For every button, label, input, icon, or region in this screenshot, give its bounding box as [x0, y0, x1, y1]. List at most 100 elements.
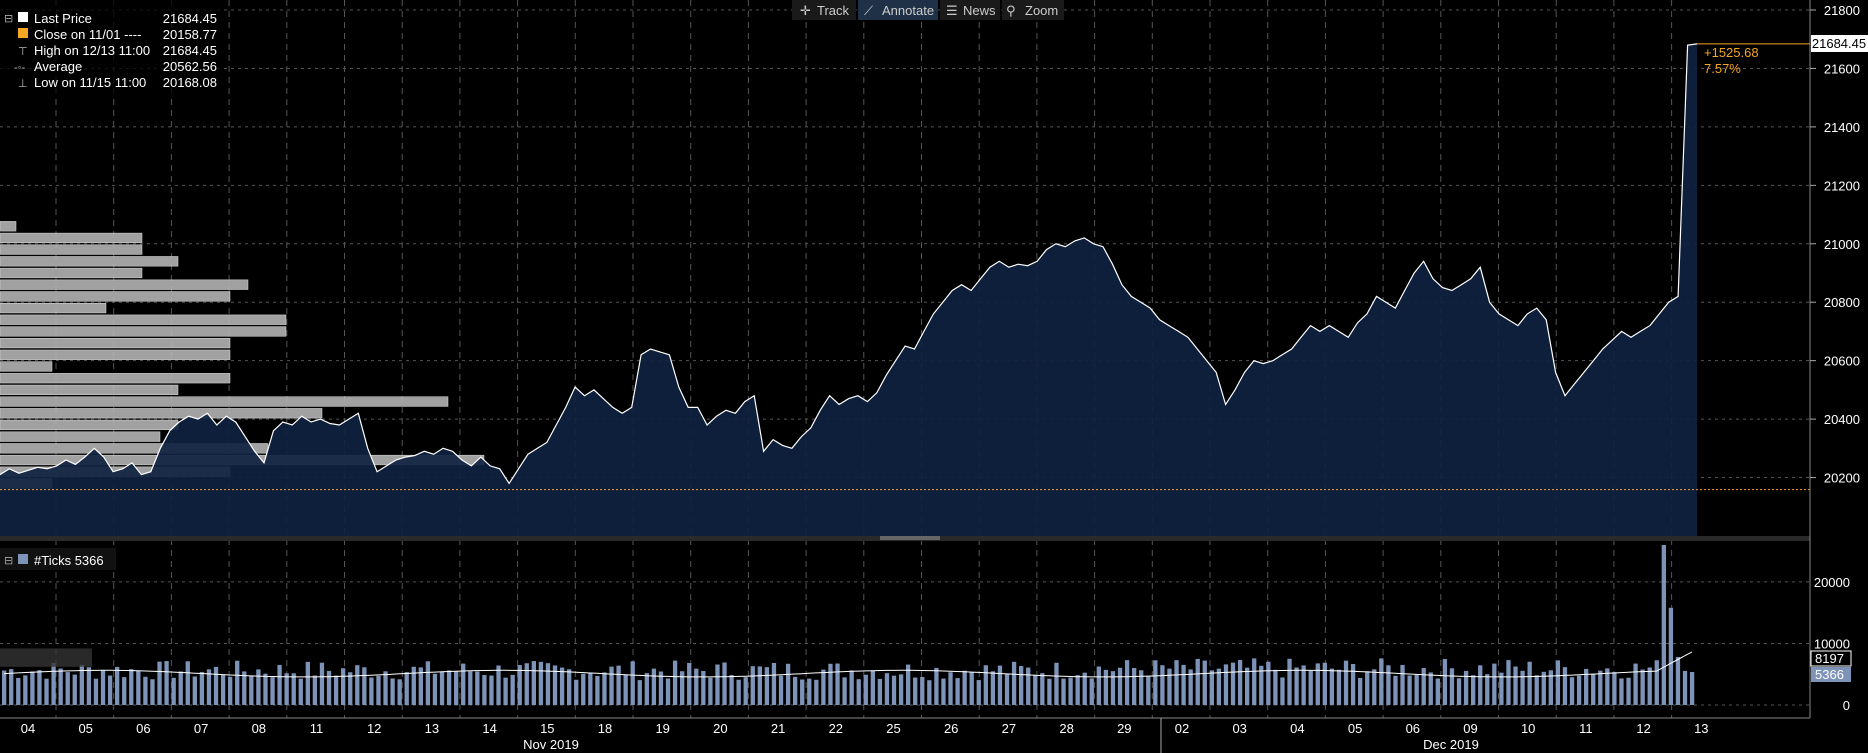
x-tick-label: 06: [1406, 721, 1420, 736]
volume-bar: [1605, 668, 1610, 705]
volume-bar: [750, 666, 755, 705]
ticks-legend: ⊟ #Ticks 5366: [0, 548, 116, 570]
volume-bar: [30, 671, 35, 705]
last-price-tag: 21684.45: [1811, 35, 1868, 52]
volume-bar: [581, 673, 586, 705]
volume-bar: [1322, 662, 1327, 705]
volume-bar: [609, 666, 614, 705]
profile-bar: [0, 361, 53, 372]
legend-average-label: Average: [34, 59, 82, 74]
volume-bar: [1294, 667, 1299, 705]
volume-bar: [856, 679, 861, 705]
volume-bar: [178, 671, 183, 705]
volume-bar: [432, 673, 438, 705]
collapse-icon[interactable]: ⊟: [4, 555, 13, 567]
price-area: [0, 43, 1697, 537]
volume-bar: [249, 675, 254, 705]
volume-bar: [1428, 672, 1433, 705]
volume-bar: [242, 671, 247, 705]
volume-bar: [136, 670, 141, 705]
volume-bar: [1640, 669, 1645, 705]
volume-bar: [107, 675, 113, 705]
volume-bar: [828, 663, 833, 705]
x-tick-label: 21: [771, 721, 785, 736]
volume-bar: [1612, 672, 1617, 705]
volume-bar: [157, 661, 162, 705]
panel-divider-handle[interactable]: [880, 536, 940, 540]
volume-bar: [651, 668, 657, 705]
x-tick-label: 03: [1232, 721, 1246, 736]
volume-bar: [602, 672, 607, 705]
volume-bar: [446, 670, 452, 705]
volume-bar: [821, 669, 826, 705]
volume-last-tag: 8197: [1815, 651, 1844, 666]
volume-bar: [291, 673, 296, 705]
volume-bar: [461, 663, 466, 705]
volume-bar: [9, 669, 14, 705]
volume-bar: [1117, 667, 1123, 705]
news-icon: ☰: [946, 3, 958, 18]
volume-bar: [948, 672, 953, 705]
volume-bar: [143, 676, 148, 705]
volume-bar: [877, 678, 883, 705]
volume-bar: [1124, 660, 1130, 705]
volume-bar: [171, 677, 176, 705]
volume-bar: [1139, 670, 1144, 705]
x-tick-label: 15: [540, 721, 554, 736]
legend-high-value: 21684.45: [163, 43, 217, 58]
volume-bar: [1619, 678, 1624, 705]
last-price-value: 21684.45: [1812, 36, 1866, 51]
volume-bar: [122, 677, 127, 705]
volume-average-tag: 5366: [1815, 667, 1844, 682]
annotate-button[interactable]: ⟋ Annotate: [858, 0, 938, 20]
volume-bar: [595, 675, 600, 705]
volume-bar: [976, 680, 981, 705]
legend-average-value: 20562.56: [163, 59, 217, 74]
x-tick-label: 27: [1002, 721, 1016, 736]
volume-bar: [213, 666, 219, 705]
collapse-icon[interactable]: ⊟: [4, 13, 13, 25]
volume-bar: [439, 671, 445, 705]
x-tick-label: 22: [829, 721, 843, 736]
news-button[interactable]: ☰ News: [940, 0, 1000, 20]
volume-bar: [1146, 676, 1151, 705]
volume-bar: [997, 665, 1003, 705]
ticks-label: #Ticks 5366: [34, 553, 104, 568]
volume-bar: [793, 676, 798, 705]
volume-bar: [206, 669, 212, 705]
volume-bar: [1520, 670, 1525, 705]
volume-bar: [708, 677, 713, 705]
zoom-button[interactable]: ⚲ Zoom: [1002, 0, 1064, 20]
volume-bar: [531, 661, 536, 705]
volume-bar: [1026, 667, 1031, 705]
volume-bar: [1188, 669, 1193, 705]
track-button[interactable]: ✛ Track: [792, 0, 856, 20]
volume-bar: [913, 677, 918, 705]
news-label: News: [963, 3, 996, 18]
volume-bar: [1513, 666, 1518, 705]
profile-bar: [0, 326, 287, 337]
volume-bar: [58, 668, 63, 705]
volume-tags: 8197 5366: [1810, 650, 1852, 682]
volume-bar: [962, 670, 967, 705]
volume-bar: [771, 663, 777, 705]
volume-bar: [1033, 674, 1038, 705]
x-tick-label: 09: [1463, 721, 1477, 736]
legend-swatch-last: [18, 12, 28, 22]
volume-bar: [333, 675, 339, 705]
volume-bar: [51, 662, 56, 705]
volume-bar: [1435, 678, 1440, 705]
volume-bar: [1591, 673, 1596, 705]
x-tick-label: 05: [78, 721, 92, 736]
volume-bar: [1329, 668, 1335, 705]
volume-bar: [1110, 671, 1116, 705]
legend-high-label: High on 12/13 11:00: [34, 43, 150, 58]
profile-bar: [0, 384, 179, 395]
volume-bar: [807, 678, 812, 705]
volume-bar: [312, 675, 318, 705]
profile-bar: [0, 244, 143, 255]
volume-bar: [1103, 669, 1109, 705]
legend-low-value: 20168.08: [163, 75, 217, 90]
pencil-icon: ⟋: [864, 3, 874, 18]
